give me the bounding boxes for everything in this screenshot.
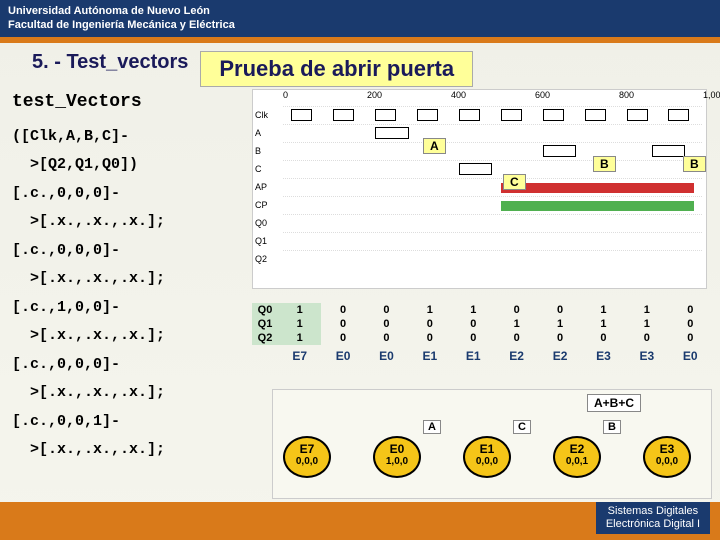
footer-right: Sistemas Digitales Electrónica Digital I [596,502,710,534]
waveform-area [283,106,702,284]
pulse-label-b: B [593,156,616,172]
state-node: E70,0,0 [283,436,331,478]
edge-label: B [603,420,621,434]
wave-row-q0 [283,214,702,232]
code-line: >[.x.,.x.,.x.]; [12,325,252,348]
wave-row-a [283,124,702,142]
q-row: Q21000000000 [252,331,712,345]
wave-row-c [283,160,702,178]
code-line: [.c.,0,0,0]- [12,240,252,263]
state-diagram: A+B+C E70,0,0 E01,0,0 E10,0,0 E20,0,1 E30,0,… [272,389,712,499]
signal-label: AP [255,178,268,196]
time-tick: 400 [451,90,466,100]
code-line: >[Q2,Q1,Q0]) [12,154,252,177]
slide-header: Universidad Autónoma de Nuevo León Facul… [0,0,720,37]
timing-diagram: 02004006008001,000 ClkABCAPCPQ0Q1Q2 A B … [252,89,707,289]
q-row: Q11000011110 [252,317,712,331]
footer-course2: Electrónica Digital I [606,518,700,530]
code-line: [.c.,0,0,0]- [12,183,252,206]
signal-label: Q2 [255,250,268,268]
code-line: [.c.,1,0,0]- [12,297,252,320]
time-tick: 800 [619,90,634,100]
state-row: E7E0E0E1E1E2E2E3E3E0 [252,345,712,364]
code-line: >[.x.,.x.,.x.]; [12,211,252,234]
pulse-label-c: C [503,174,526,190]
section-title: 5. - Test_vectors [12,51,188,87]
slide-footer: Sistemas Digitales Electrónica Digital I [0,502,720,540]
state-node: E10,0,0 [463,436,511,478]
state-node: E20,0,1 [553,436,601,478]
wave-row-b [283,142,702,160]
code-column: test_Vectors ([Clk,A,B,C]- >[Q2,Q1,Q0]) … [12,89,252,468]
wave-row-q1 [283,232,702,250]
signal-label: B [255,142,268,160]
code-line: >[.x.,.x.,.x.]; [12,382,252,405]
code-line: [.c.,0,0,0]- [12,354,252,377]
code-line: [.c.,0,0,1]- [12,411,252,434]
wave-row-clk [283,106,702,124]
state-table: Q01001100110Q11000011110Q21000000000E7E0… [252,303,712,364]
pulse-label-a: A [423,138,446,154]
state-diagram-title: A+B+C [587,394,641,412]
pulse-label-b: B [683,156,706,172]
edge-label: A [423,420,441,434]
signal-label: Clk [255,106,268,124]
signal-labels: ClkABCAPCPQ0Q1Q2 [255,106,268,268]
signal-label: C [255,160,268,178]
code-subtitle: test_Vectors [12,89,252,116]
wave-row-cp [283,196,702,214]
footer-course1: Sistemas Digitales [608,505,698,517]
signal-label: Q0 [255,214,268,232]
code-line: >[.x.,.x.,.x.]; [12,268,252,291]
q-row: Q01001100110 [252,303,712,317]
time-tick: 600 [535,90,550,100]
code-line: >[.x.,.x.,.x.]; [12,439,252,462]
time-tick: 0 [283,90,288,100]
header-divider [0,37,720,43]
diagram-column: 02004006008001,000 ClkABCAPCPQ0Q1Q2 A B … [252,89,708,468]
wave-row-q2 [283,250,702,268]
university-name: Universidad Autónoma de Nuevo León [8,4,712,18]
signal-label: Q1 [255,232,268,250]
time-tick: 1,000 [703,90,720,100]
signal-label: CP [255,196,268,214]
faculty-name: Facultad de Ingeniería Mecánica y Eléctr… [8,18,712,32]
time-tick: 200 [367,90,382,100]
test-name-box: Prueba de abrir puerta [200,51,473,87]
edge-label: C [513,420,531,434]
wave-row-ap [283,178,702,196]
signal-label: A [255,124,268,142]
state-node: E30,0,0 [643,436,691,478]
code-line: ([Clk,A,B,C]- [12,126,252,149]
time-axis: 02004006008001,000 [253,90,706,104]
state-node: E01,0,0 [373,436,421,478]
